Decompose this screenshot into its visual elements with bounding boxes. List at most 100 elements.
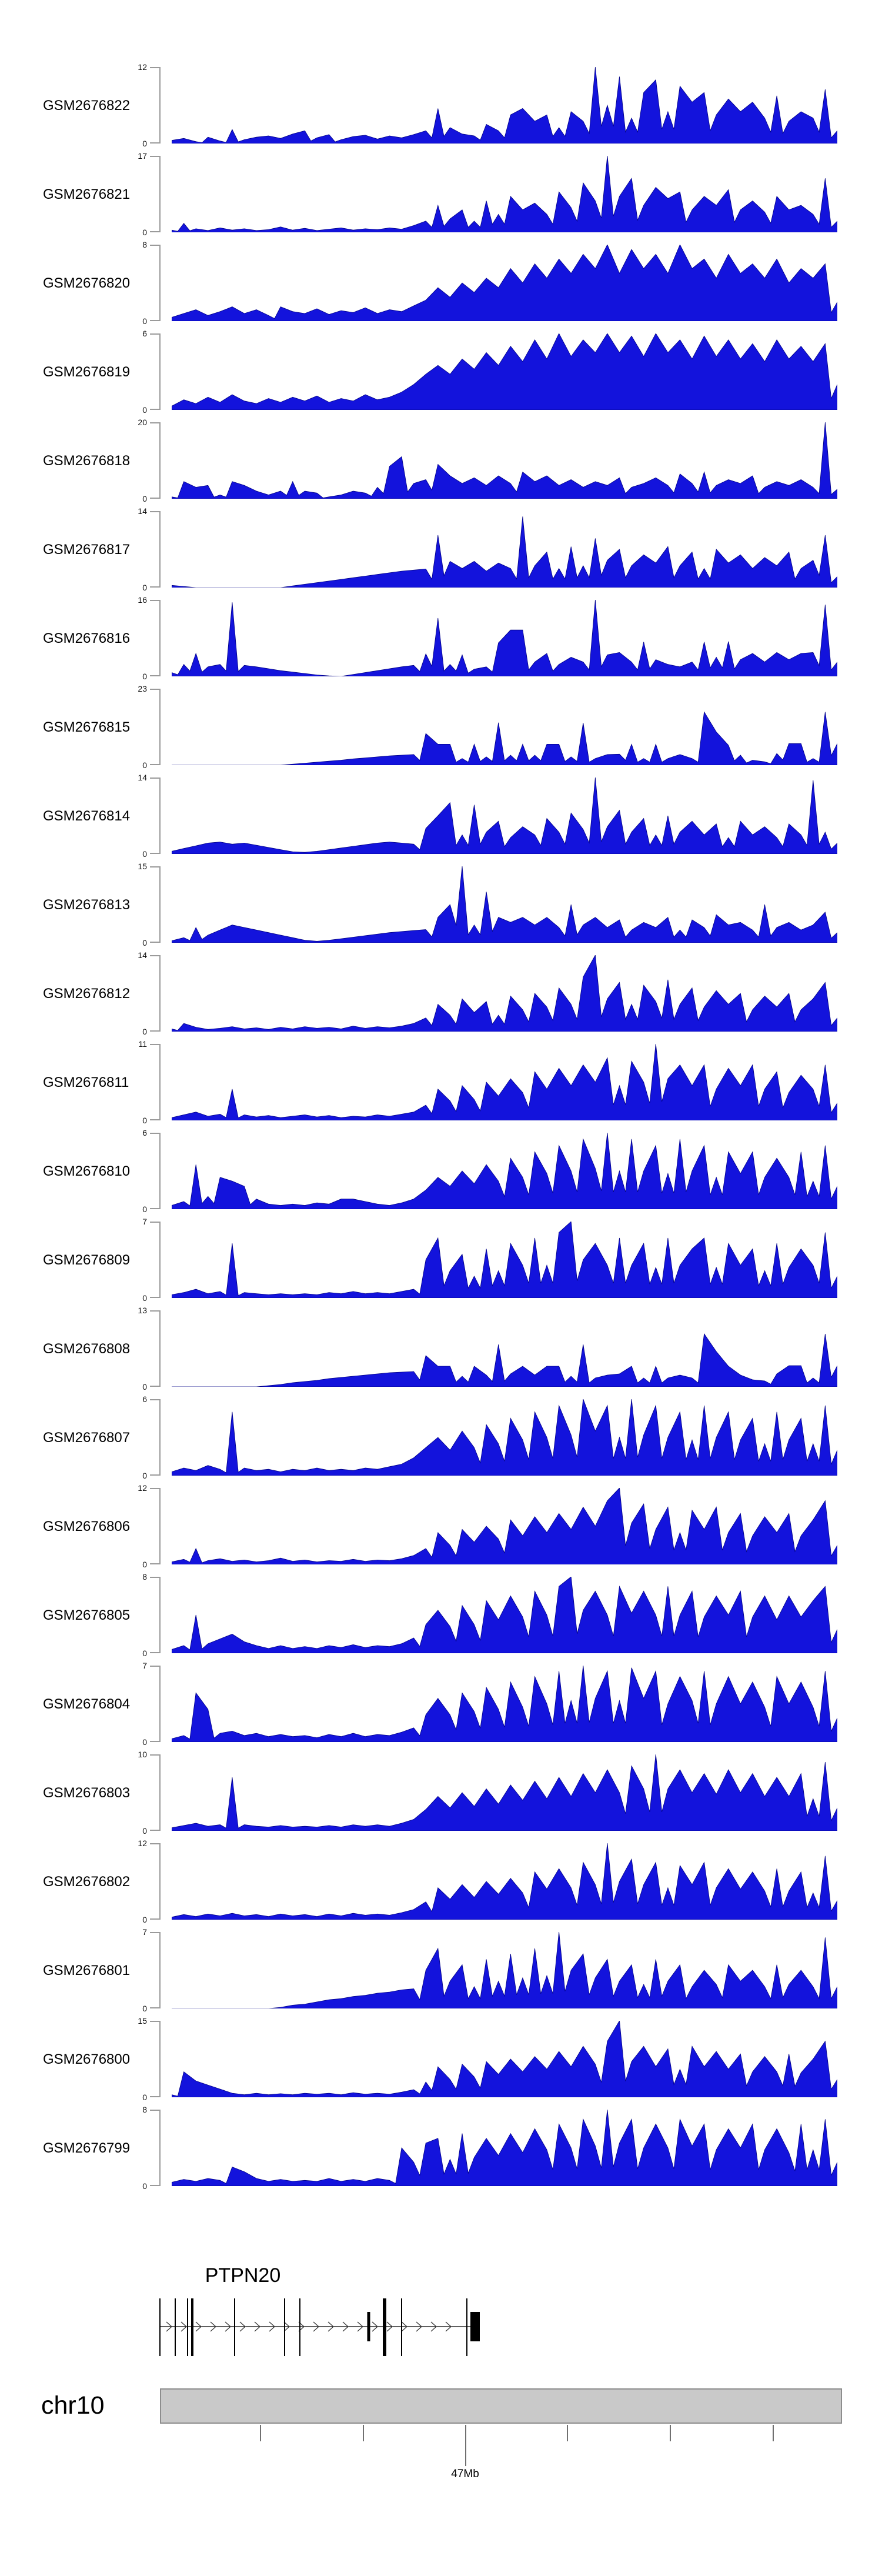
y-axis-zero-label: 0 <box>142 1382 147 1392</box>
sample-label: GSM2676801 <box>43 1963 131 1978</box>
signal-track: GSM2676813 15 0 <box>0 862 882 947</box>
y-axis-top-tick <box>150 511 161 512</box>
exon-mark <box>234 2298 235 2356</box>
sample-label: GSM2676817 <box>43 542 131 558</box>
signal-polygon <box>172 1666 837 1742</box>
y-axis-line <box>159 245 161 321</box>
y-axis-bottom-tick <box>150 586 161 588</box>
signal-polygon <box>172 1577 837 1653</box>
y-axis-bottom-tick <box>150 1030 161 1032</box>
signal-track: GSM2676816 16 0 <box>0 595 882 681</box>
signal-area-plot <box>172 1222 837 1298</box>
y-axis-bottom-tick <box>150 320 161 321</box>
y-axis-zero-label: 0 <box>142 1649 147 1658</box>
signal-area-plot <box>172 1488 837 1564</box>
signal-area-plot <box>172 156 837 232</box>
y-axis-top-tick <box>150 600 161 601</box>
exon-mark <box>401 2298 402 2356</box>
signal-area-plot <box>172 1932 837 2008</box>
y-axis-line <box>159 1310 161 1387</box>
signal-polygon <box>172 1843 837 1920</box>
signal-track: GSM2676806 12 0 <box>0 1483 882 1569</box>
signal-polygon <box>172 1754 837 1831</box>
signal-track: GSM2676807 6 0 <box>0 1394 882 1480</box>
y-axis-max-label: 16 <box>138 595 147 605</box>
y-axis-max-label: 12 <box>138 62 147 72</box>
y-axis-top-tick <box>150 1932 161 1933</box>
y-axis-zero-label: 0 <box>142 1826 147 1836</box>
y-axis-line <box>159 689 161 765</box>
y-axis-top-tick <box>150 1399 161 1400</box>
sample-label: GSM2676804 <box>43 1696 131 1712</box>
y-axis-zero-label: 0 <box>142 849 147 859</box>
y-axis-top-tick <box>150 1577 161 1578</box>
y-axis-line <box>159 156 161 232</box>
signal-track: GSM2676802 12 0 <box>0 1838 882 1924</box>
y-axis-line <box>159 1932 161 2008</box>
signal-track: GSM2676808 13 0 <box>0 1306 882 1392</box>
y-axis-line <box>159 333 161 410</box>
signal-polygon <box>172 866 837 943</box>
signal-area-plot <box>172 1843 837 1920</box>
strand-arrow-icon <box>239 2321 246 2332</box>
y-axis-bottom-tick <box>150 2185 161 2186</box>
y-axis-top-tick <box>150 245 161 246</box>
y-axis-bottom-tick <box>150 231 161 232</box>
y-axis-zero-label: 0 <box>142 1116 147 1125</box>
gene-model-diagram <box>159 2298 480 2356</box>
strand-arrow-icon <box>357 2321 363 2332</box>
y-axis-max-label: 8 <box>142 1572 147 1581</box>
sample-label: GSM2676809 <box>43 1252 131 1268</box>
exon-mark <box>299 2298 300 2356</box>
y-axis-bottom-tick <box>150 2096 161 2097</box>
y-axis-max-label: 7 <box>142 1217 147 1226</box>
y-axis-line <box>159 511 161 588</box>
strand-arrow-icon <box>269 2321 275 2332</box>
y-axis-line <box>159 1754 161 1831</box>
signal-track: GSM2676804 7 0 <box>0 1661 882 1747</box>
sample-label: GSM2676819 <box>43 364 131 380</box>
strand-arrow-icon <box>416 2321 422 2332</box>
strand-arrow-icon <box>210 2321 216 2332</box>
signal-area-plot <box>172 333 837 410</box>
sample-label: GSM2676814 <box>43 808 131 824</box>
signal-polygon <box>172 1932 837 2008</box>
ruler-tick <box>260 2425 261 2441</box>
sample-label: GSM2676808 <box>43 1341 131 1357</box>
sample-label: GSM2676810 <box>43 1163 131 1179</box>
y-axis-zero-label: 0 <box>142 1204 147 1214</box>
signal-track: GSM2676809 7 0 <box>0 1217 882 1303</box>
y-axis-line <box>159 1666 161 1742</box>
y-axis-max-label: 15 <box>138 862 147 871</box>
signal-area-plot <box>172 1044 837 1120</box>
y-axis-bottom-tick <box>150 1386 161 1387</box>
y-axis-top-tick <box>150 689 161 690</box>
y-axis-bottom-tick <box>150 2007 161 2008</box>
strand-arrow-icon <box>254 2321 260 2332</box>
signal-track: GSM2676805 8 0 <box>0 1572 882 1658</box>
y-axis-max-label: 12 <box>138 1483 147 1493</box>
signal-track: GSM2676819 6 0 <box>0 329 882 415</box>
y-axis-zero-label: 0 <box>142 316 147 326</box>
y-axis-line <box>159 1488 161 1564</box>
y-axis-max-label: 8 <box>142 240 147 249</box>
signal-area-plot <box>172 2110 837 2186</box>
y-axis-bottom-tick <box>150 853 161 854</box>
y-axis-zero-label: 0 <box>142 760 147 770</box>
signal-area-plot <box>172 1577 837 1653</box>
sample-label: GSM2676807 <box>43 1430 131 1446</box>
gene-name-label: PTPN20 <box>205 2264 281 2287</box>
y-axis-bottom-tick <box>150 1474 161 1476</box>
exon-mark <box>159 2298 161 2356</box>
y-axis-max-label: 14 <box>138 506 147 516</box>
y-axis-max-label: 12 <box>138 1838 147 1848</box>
y-axis-line <box>159 1133 161 1209</box>
y-axis-max-label: 14 <box>138 950 147 960</box>
y-axis-zero-label: 0 <box>142 1915 147 1924</box>
y-axis-zero-label: 0 <box>142 1293 147 1303</box>
sample-label: GSM2676803 <box>43 1785 131 1801</box>
y-axis-bottom-tick <box>150 1652 161 1653</box>
signal-polygon <box>172 1333 837 1387</box>
sample-label: GSM2676818 <box>43 453 131 469</box>
sample-label: GSM2676799 <box>43 2140 131 2156</box>
